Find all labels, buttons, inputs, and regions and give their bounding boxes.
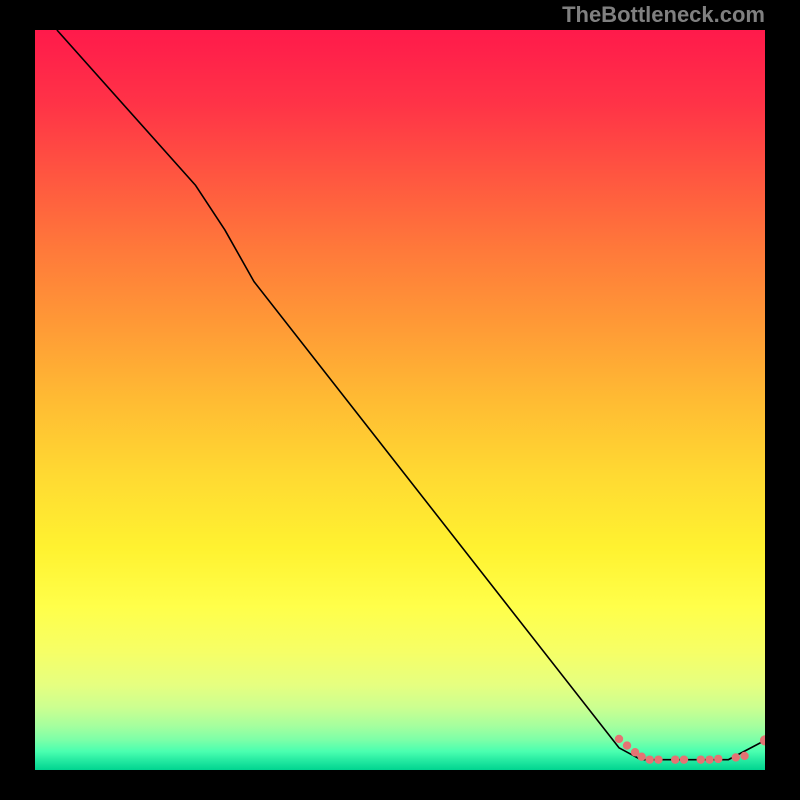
data-marker: [680, 755, 688, 763]
data-marker: [645, 755, 653, 763]
data-marker: [705, 755, 713, 763]
data-marker: [623, 741, 631, 749]
data-marker: [740, 752, 748, 760]
chart-container: { "canvas": { "width": 800, "height": 80…: [0, 0, 800, 800]
data-marker: [615, 735, 623, 743]
data-marker: [654, 755, 662, 763]
watermark-text: TheBottleneck.com: [562, 2, 765, 28]
data-marker: [671, 755, 679, 763]
data-marker: [714, 755, 722, 763]
data-marker: [637, 752, 645, 760]
plot-area: [35, 30, 765, 770]
data-marker: [697, 755, 705, 763]
data-marker: [732, 753, 740, 761]
plot-background: [35, 30, 765, 770]
